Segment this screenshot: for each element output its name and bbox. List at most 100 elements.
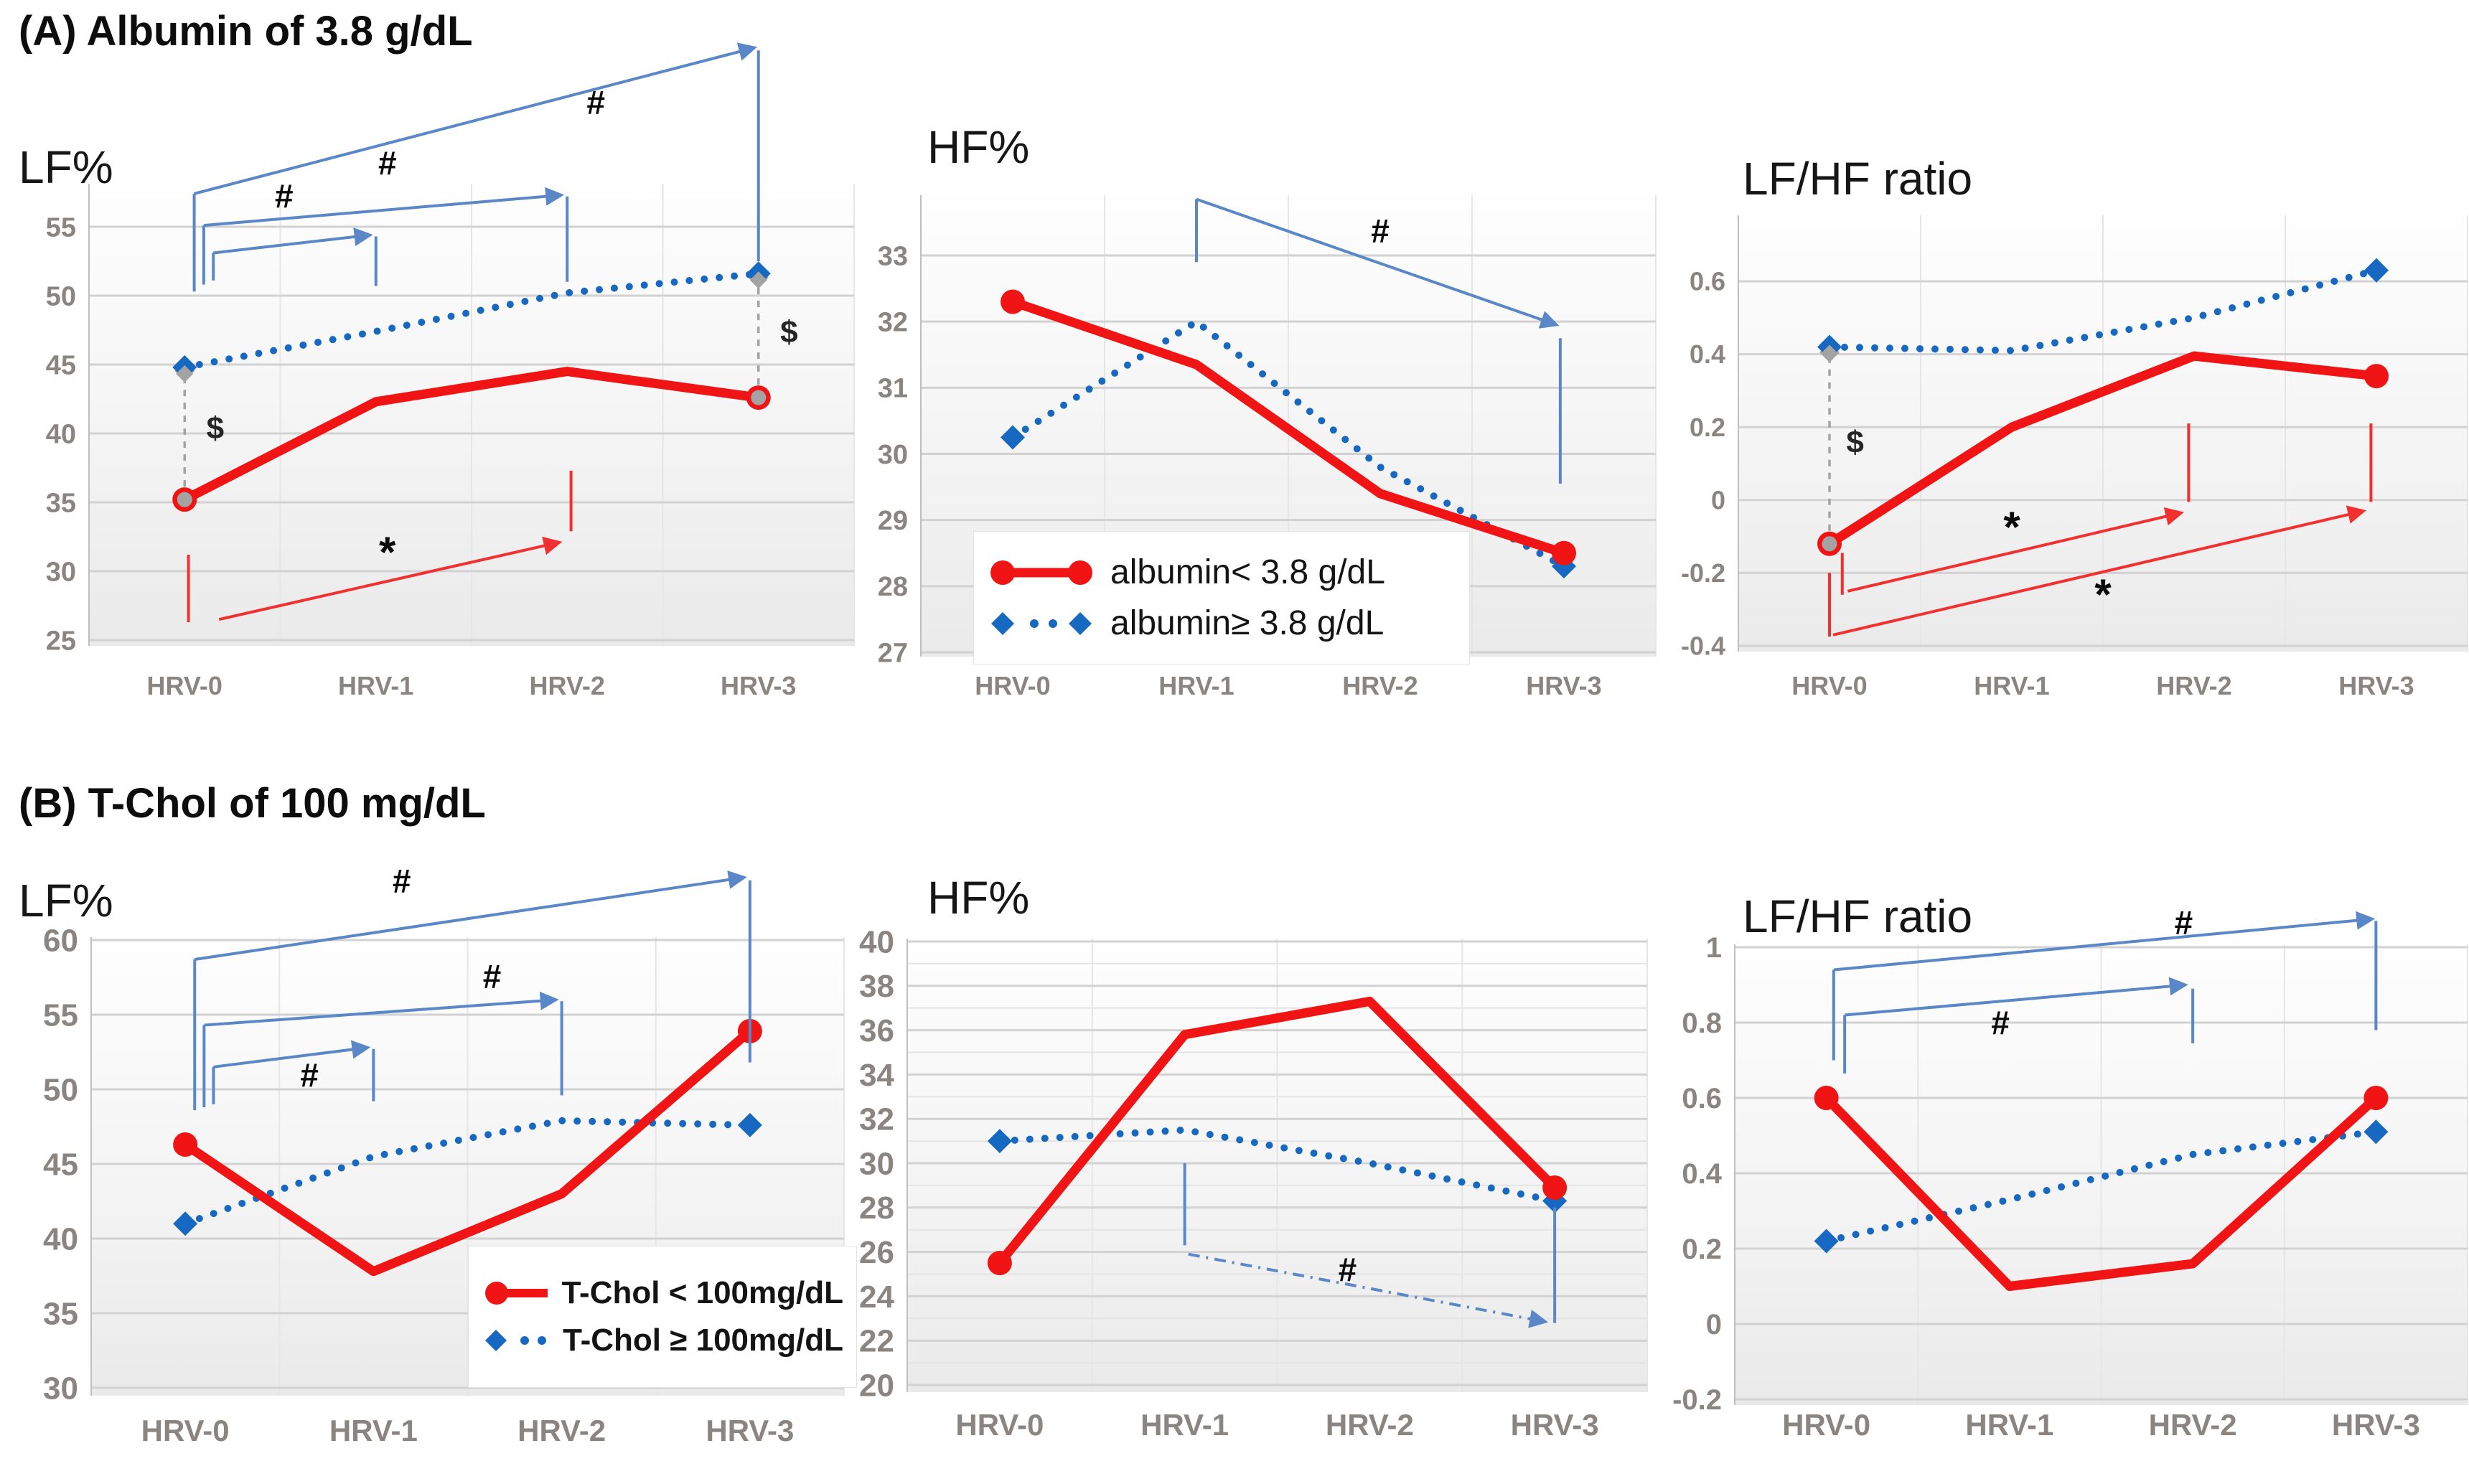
chart-a-lfhf: 0.6 0.4 0.2 0 -0.2 -0.4 HRV-0 HRV-1 HRV-2 HRV-3 $ *… [1681,215,2468,700]
y-tick-label: 35 [46,488,76,518]
red-circle-marker [1001,289,1025,314]
significance-arrow [203,187,565,227]
significance-label: # [393,862,411,899]
significance-arrow [213,1040,371,1069]
y-tick-label: 25 [46,626,76,656]
blue-diamond-marker [173,1211,198,1236]
legend-item-albumin-high: albumin≥ 3.8 g/dL [974,598,1469,649]
y-tick-label: 0.8 [1682,1008,1722,1039]
significance-label: # [1371,212,1390,250]
x-tick-label: HRV-0 [1782,1408,1870,1442]
y-tick-label: 0.4 [1682,1158,1722,1190]
legend-item-tchol-high: T-Chol ≥ 100mg/dL [469,1317,856,1364]
x-tick-label: HRV-1 [1974,671,2049,700]
y-tick-label: 34 [859,1058,894,1093]
y-tick-label: 50 [46,281,76,311]
y-tick-label: 40 [859,924,894,959]
gray-marker [1822,536,1837,552]
blue-series-legend-icon [485,1330,546,1351]
legend-label: T-Chol ≥ 100mg/dL [563,1323,843,1358]
y-tick-label: -0.2 [1672,1384,1722,1416]
chart-b-hf: 40 38 36 34 32 30 28 26 24 22 20 HRV-0 HRV-1 HRV-2 HRV… [859,924,1648,1442]
y-tick-label: 29 [878,506,908,536]
y-tick-label: 30 [46,557,76,587]
series-line-blue [1822,1128,2380,1245]
y-tick-label: 35 [43,1296,78,1331]
x-tick-label: HRV-3 [721,671,796,700]
y-tick-label: 24 [859,1279,894,1315]
legend-item-tchol-low: T-Chol < 100mg/dL [469,1269,856,1317]
significance-arrow [1833,911,2376,972]
y-tick-label: 0.6 [1682,1083,1722,1114]
significance-arrow [1847,507,2185,593]
y-tick-label: 0.2 [1690,413,1725,442]
x-tick-label: HRV-3 [1526,671,1601,700]
significance-arrow [218,536,563,621]
y-tick-label: 55 [46,212,76,243]
axis-title-b-hf: HF% [927,872,1030,924]
y-tick-label: 32 [878,307,908,337]
panel-a-title: (A) Albumin of 3.8 g/dL [19,8,473,55]
y-tick-label: -0.4 [1681,631,1725,661]
significance-label: # [300,1056,319,1094]
series-line-red [1822,1094,2379,1291]
significance-label: # [483,958,502,995]
y-tick-label: 30 [859,1146,894,1181]
x-tick-label: HRV-2 [1326,1408,1414,1442]
series-line-blue [181,270,762,371]
y-tick-label: 0.6 [1690,267,1725,296]
significance-label: * [379,528,396,576]
red-series-legend-icon [485,1282,548,1305]
significance-arrow [1832,505,2367,637]
y-tick-label: 0.2 [1682,1234,1722,1265]
gray-marker [177,492,192,507]
axis-title-a-lfhf: LF/HF ratio [1743,153,1973,205]
x-tick-label: HRV-1 [1965,1408,2053,1442]
y-tick-label: 0 [1706,1309,1722,1340]
significance-label: # [378,144,397,182]
gray-marker [751,390,767,405]
x-tick-label: HRV-1 [1140,1408,1229,1442]
red-circle-marker [1552,540,1576,565]
x-tick-label: HRV-3 [706,1414,794,1447]
significance-label: $ [1846,425,1863,460]
x-tick-label: HRV-3 [2338,671,2414,700]
gray-marker [749,271,767,289]
y-tick-label: 55 [43,997,78,1033]
y-tick-label: 28 [859,1191,894,1226]
y-tick-label: 38 [859,969,894,1004]
y-tick-label: 28 [878,572,908,602]
y-tick-label: 30 [878,440,908,470]
significance-arrow [212,227,373,255]
panel-b-title: (B) T-Chol of 100 mg/dL [19,780,486,827]
red-circle-marker [987,1251,1012,1276]
red-circle-marker [2364,364,2389,389]
significance-label: # [2175,904,2193,941]
significance-label: # [1339,1251,1357,1288]
series-line-blue [1826,266,2380,354]
x-tick-label: HRV-2 [530,671,605,700]
blue-diamond-marker [1001,425,1025,450]
series-line-red [182,367,759,504]
axis-title-b-lfhf: LF/HF ratio [1743,891,1973,942]
y-tick-label: 0 [1711,485,1725,515]
series-line-blue [1009,317,1568,570]
x-tick-label: HRV-2 [2149,1408,2237,1442]
gray-marker [1821,344,1838,362]
significance-label: $ [207,411,224,446]
blue-diamond-marker [737,1112,762,1137]
y-tick-label: 26 [859,1235,894,1270]
significance-label: # [586,84,605,121]
x-tick-label: HRV-0 [141,1414,230,1447]
blue-diamond-marker [1814,1229,1839,1254]
y-tick-label: -0.2 [1681,558,1725,588]
red-series-legend-icon [990,560,1092,585]
significance-arrow [204,991,559,1027]
blue-series-legend-icon [991,611,1092,635]
y-tick-label: 45 [46,350,76,380]
blue-diamond-marker [987,1129,1012,1154]
y-tick-label: 31 [878,374,908,404]
significance-arrow [1188,1252,1549,1328]
